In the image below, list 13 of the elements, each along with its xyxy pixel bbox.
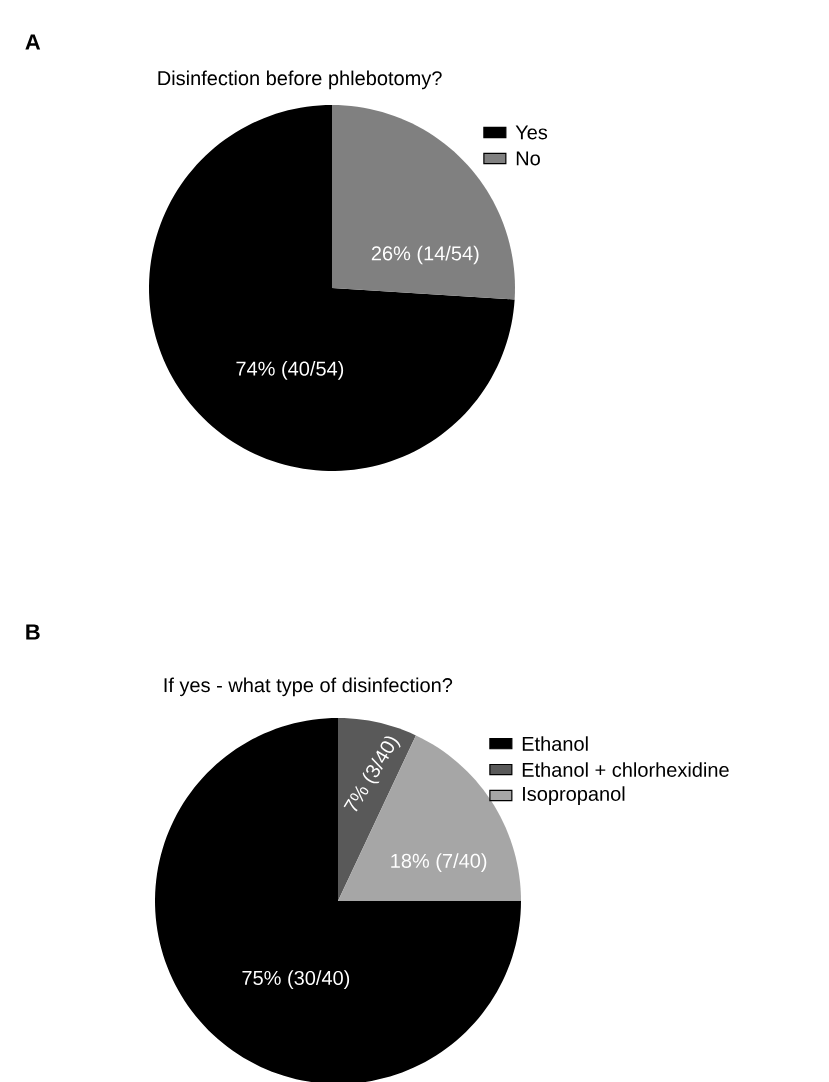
legend-label: Isopropanol [523,786,625,805]
data-label: 18% (7/40) [391,853,487,872]
legend-label: No [516,151,540,166]
chart-title: Disinfection before phlebotomy? [158,70,442,90]
data-label: 74% (40/54) [236,361,344,380]
text: A [25,34,41,50]
data-label: 75% (30/40) [242,970,350,989]
chart-title: If yes - what type of disinfection? [164,677,453,697]
legend-label: Ethanol + chlorhexidine [522,762,729,777]
text: B [26,624,40,640]
legend-label: Yes [515,125,548,140]
data-label: 26% (14/54) [371,245,479,265]
legend-label: Ethanol [522,736,588,751]
